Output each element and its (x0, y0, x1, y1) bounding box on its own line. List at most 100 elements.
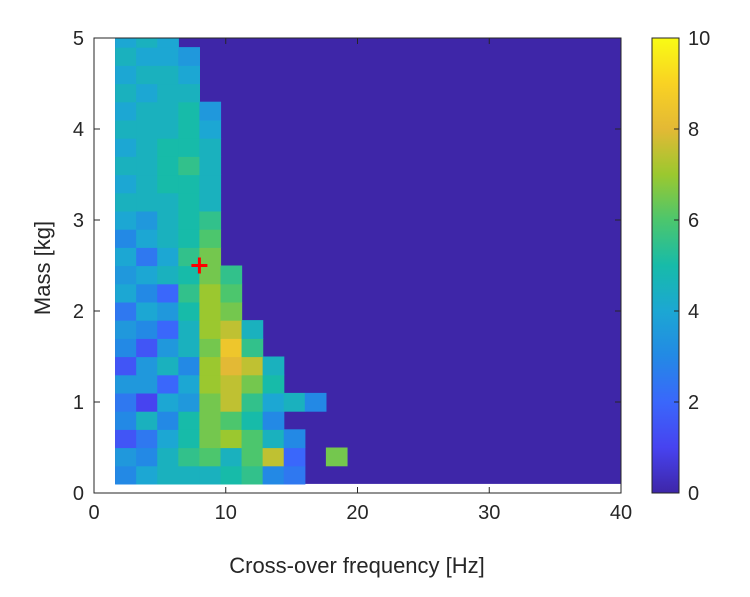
heatmap-cell (115, 192, 137, 212)
y-tick-label: 2 (73, 301, 84, 323)
heatmap-cell (199, 338, 222, 358)
heatmap-cell (199, 447, 222, 467)
heatmap-cell (115, 138, 137, 157)
heatmap-cell (115, 174, 137, 194)
heatmap-cell (262, 374, 285, 394)
heatmap-cell (157, 265, 179, 285)
y-tick-label: 4 (73, 119, 84, 141)
y-tick-label: 0 (73, 483, 84, 505)
heatmap-cell (157, 229, 179, 248)
heatmap-cell (262, 356, 285, 376)
heatmap-cell (220, 429, 243, 449)
heatmap-cell (157, 65, 179, 85)
heatmap-cell (136, 247, 158, 267)
heatmap-cell (241, 356, 264, 376)
heatmap-cell (178, 210, 200, 230)
heatmap-cell (241, 465, 264, 485)
heatmap-cell (157, 83, 179, 103)
heatmap-cell (115, 411, 137, 430)
heatmap-cell (283, 429, 306, 449)
heatmap-cell (136, 338, 158, 358)
heatmap-cell (178, 138, 200, 157)
heatmap-cell (262, 429, 285, 449)
heatmap-cell (325, 447, 348, 467)
heatmap-cell (199, 392, 222, 412)
heatmap-cell (157, 138, 179, 157)
colorbar-tick-label: 4 (688, 301, 699, 323)
heatmap-cell (178, 374, 200, 394)
heatmap-cell (178, 338, 200, 358)
heatmap-cell (157, 356, 179, 376)
heatmap-cell (115, 374, 137, 394)
heatmap-cell (220, 265, 243, 285)
heatmap-cell (157, 465, 179, 485)
heatmap-cell (220, 447, 243, 467)
heatmap-cell (115, 119, 137, 139)
heatmap-cell (115, 156, 137, 176)
heatmap-cell (241, 338, 264, 358)
heatmap-cell (115, 320, 137, 339)
heatmap-cell (241, 320, 264, 339)
heatmap-cell (157, 247, 179, 267)
heatmap-cell (178, 356, 200, 376)
heatmap-cell (199, 192, 222, 212)
colorbar-axis: 0 2 4 6 8 10 (674, 28, 710, 505)
heatmap-cell (157, 320, 179, 339)
heatmap-cell (157, 101, 179, 121)
heatmap-cell (157, 210, 179, 230)
heatmap-cell (136, 447, 158, 467)
heatmap-cell (136, 265, 158, 285)
colorbar-tick-label: 6 (688, 210, 699, 232)
heatmap-cell (178, 101, 200, 121)
x-tick-label: 0 (88, 502, 99, 524)
heatmap-cell (178, 320, 200, 339)
heatmap-cell (136, 301, 158, 321)
x-axis-label: Cross-over frequency [Hz] (229, 553, 485, 578)
heatmap-cell (283, 447, 306, 467)
heatmap-cell (199, 265, 222, 285)
x-tick-label: 30 (478, 502, 500, 524)
heatmap-cell (178, 156, 200, 176)
heatmap-cell (241, 447, 264, 467)
heatmap-cell (115, 83, 137, 103)
heatmap-cell (136, 210, 158, 230)
heatmap-cell (115, 447, 137, 467)
heatmap-cell (115, 301, 137, 321)
heatmap-cell (136, 429, 158, 449)
heatmap-cell (178, 192, 200, 212)
y-tick-label: 5 (73, 28, 84, 50)
heatmap-cell (199, 411, 222, 430)
heatmap-cell (157, 301, 179, 321)
heatmap-cell (220, 465, 243, 485)
heatmap-cell (157, 392, 179, 412)
heatmap-cells (115, 38, 621, 485)
heatmap-cell (136, 138, 158, 157)
heatmap-cell (115, 356, 137, 376)
heatmap-cell (178, 247, 200, 267)
heatmap-cell (136, 174, 158, 194)
heatmap-cell (157, 119, 179, 139)
heatmap-cell (157, 411, 179, 430)
heatmap-cell (199, 174, 222, 194)
colorbar-frame (651, 37, 680, 494)
heatmap-cell (199, 156, 222, 176)
heatmap-cell (199, 138, 222, 157)
heatmap-cell (178, 119, 200, 139)
heatmap-cell (178, 265, 200, 285)
heatmap-cell (178, 83, 200, 103)
heatmap-cell (136, 192, 158, 212)
heatmap-cell (199, 356, 222, 376)
heatmap-cell (199, 374, 222, 394)
colorbar-tick-label: 10 (688, 28, 710, 50)
heatmap-cell (283, 465, 306, 485)
heatmap-cell (157, 38, 179, 48)
heatmap-cell (178, 301, 200, 321)
heatmap-cell (136, 156, 158, 176)
heatmap-cell (220, 320, 243, 339)
heatmap-cell (199, 283, 222, 303)
heatmap-cell (157, 338, 179, 358)
heatmap-cell (283, 392, 306, 412)
marker-layer (191, 257, 208, 274)
y-axis: 0 1 2 3 4 5 (73, 28, 621, 505)
heatmap-cell (199, 429, 222, 449)
